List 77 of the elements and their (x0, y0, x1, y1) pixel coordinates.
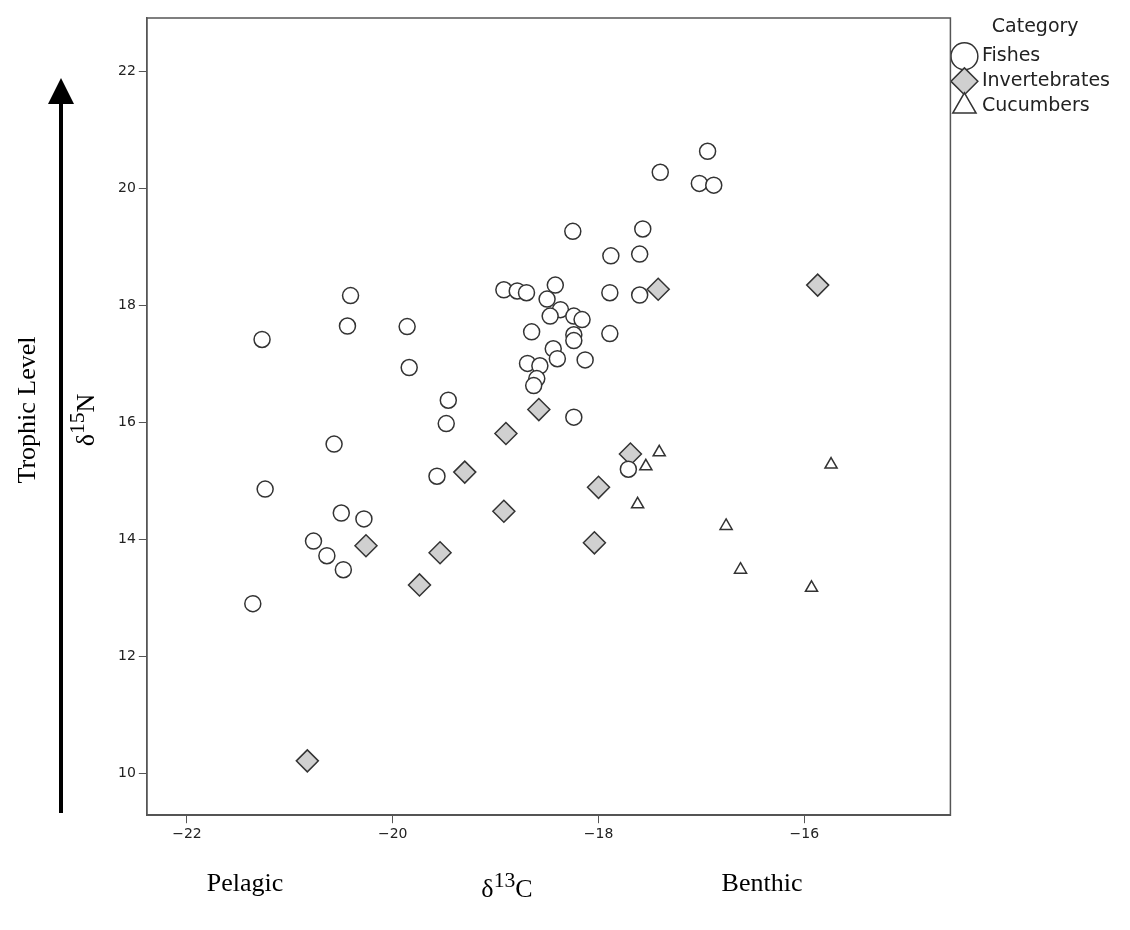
point (527, 397, 551, 422)
point (439, 391, 458, 409)
point (318, 546, 336, 565)
text: Trophic Level (12, 336, 42, 484)
point (253, 330, 271, 349)
point (630, 245, 649, 263)
point (244, 594, 262, 613)
point (805, 273, 830, 297)
point (332, 504, 351, 522)
point (548, 349, 567, 368)
point (522, 323, 541, 341)
point (652, 444, 667, 457)
point (524, 376, 543, 395)
point (398, 317, 416, 336)
x-tick-label: −22 (172, 825, 202, 842)
point (698, 142, 717, 161)
point (428, 467, 446, 485)
x-tick-label: −18 (583, 825, 614, 842)
point (492, 499, 516, 524)
y-tick-label: 10 (117, 763, 136, 780)
point (546, 276, 565, 294)
legend-title: Category (991, 14, 1079, 37)
y-tick-label: 16 (117, 413, 136, 430)
point (400, 358, 418, 377)
point (338, 317, 357, 335)
x-tick-label: −20 (377, 825, 408, 842)
point (304, 532, 323, 550)
point (407, 573, 432, 597)
text: Benthic (721, 868, 803, 898)
point (573, 310, 591, 329)
point (541, 307, 559, 325)
point (295, 749, 320, 773)
point (494, 421, 518, 446)
x-axis-title: δ$^{13}$C (481, 868, 533, 904)
point (646, 277, 670, 301)
text: Pelagic (206, 868, 284, 898)
point (576, 351, 594, 369)
point (453, 460, 477, 484)
point (354, 534, 378, 558)
y-tick-label: 12 (117, 646, 136, 663)
point (619, 460, 638, 478)
point (602, 247, 620, 265)
point (582, 531, 607, 555)
point (634, 220, 652, 238)
point (601, 324, 619, 343)
point (334, 560, 353, 579)
x-tick-label: −16 (789, 825, 820, 842)
point (565, 331, 583, 350)
point (437, 414, 455, 433)
legend-label: Invertebrates (981, 68, 1111, 91)
point (341, 286, 360, 305)
point (651, 163, 670, 182)
point (639, 458, 653, 471)
point (517, 283, 536, 302)
point (586, 475, 611, 500)
point (824, 456, 838, 469)
point (325, 435, 343, 453)
point (355, 510, 373, 528)
point (538, 290, 556, 308)
y-tick-label: 22 (117, 62, 136, 79)
point (565, 408, 583, 426)
point (630, 286, 649, 304)
y-tick-label: 18 (117, 296, 136, 313)
point (705, 176, 723, 194)
point (719, 518, 733, 531)
y-tick-label: 20 (117, 179, 136, 196)
point (630, 496, 645, 509)
y-tick-label: 14 (117, 529, 136, 546)
legend-label: Cucumbers (981, 93, 1090, 116)
point (564, 222, 582, 241)
point (256, 480, 274, 498)
point (733, 561, 748, 574)
point (690, 174, 709, 193)
point (428, 541, 452, 565)
point (804, 580, 819, 593)
legend-label: Fishes (981, 43, 1041, 66)
point (601, 283, 619, 302)
